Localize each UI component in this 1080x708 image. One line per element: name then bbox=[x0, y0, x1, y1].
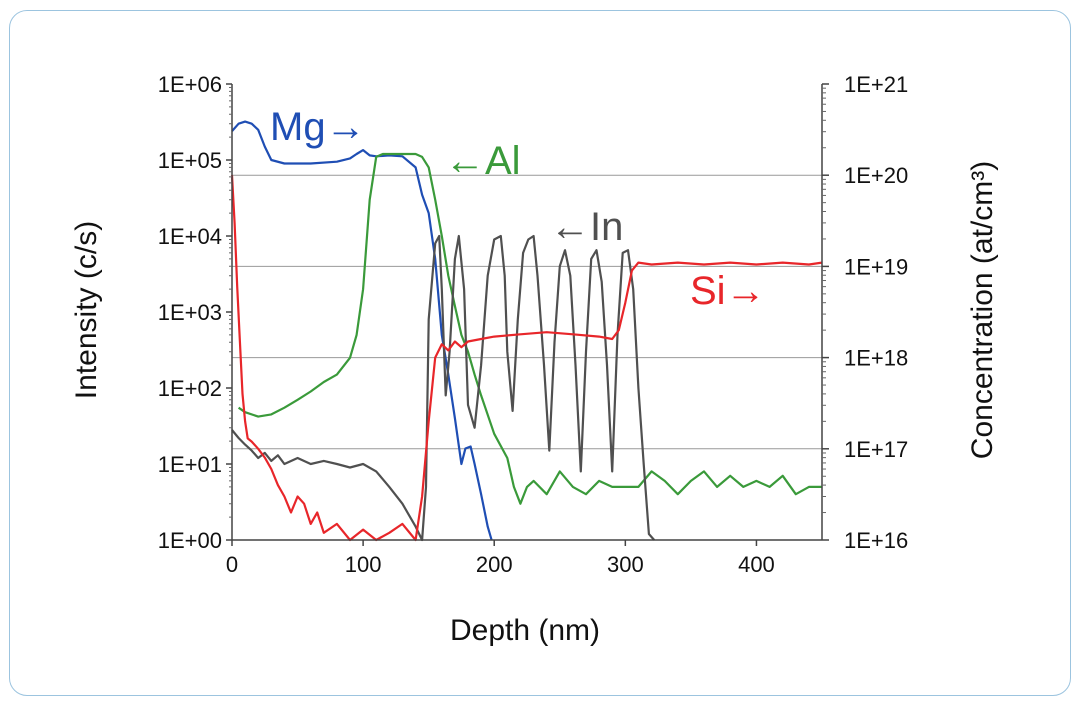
y2-tick-label: 1E+17 bbox=[844, 437, 908, 462]
in-label: ←In bbox=[550, 205, 623, 249]
series-mg-line bbox=[231, 120, 493, 541]
mg-label: Mg→ bbox=[270, 105, 366, 149]
y-tick-label: 1E+01 bbox=[158, 452, 222, 477]
y2-tick-label: 1E+21 bbox=[844, 72, 908, 97]
series-in-line bbox=[231, 234, 656, 542]
gridlines bbox=[232, 174, 822, 450]
x-tick-label: 300 bbox=[607, 552, 644, 577]
y-tick-label: 1E+00 bbox=[158, 528, 222, 553]
x-tick-label: 400 bbox=[738, 552, 775, 577]
y-axis-title: Intensity (c/s) bbox=[70, 221, 103, 399]
y2-axis-title: Concentration (at/cm³) bbox=[966, 161, 999, 459]
series-si-line bbox=[230, 175, 823, 542]
y2-tick-label: 1E+18 bbox=[844, 346, 908, 371]
y-tick-label: 1E+03 bbox=[158, 300, 222, 325]
series-lines bbox=[230, 120, 823, 542]
tick-labels: 1E+00 1E+01 1E+02 1E+03 1E+04 1E+05 1E+06 1E+16… bbox=[158, 72, 908, 577]
y2-tick-label: 1E+20 bbox=[844, 163, 908, 188]
y-tick-label: 1E+06 bbox=[158, 72, 222, 97]
axes bbox=[226, 83, 829, 546]
x-tick-label: 100 bbox=[345, 552, 382, 577]
chart-frame bbox=[9, 10, 1071, 696]
x-tick-label: 0 bbox=[226, 552, 238, 577]
si-label: Si→ bbox=[690, 269, 766, 313]
x-tick-label: 200 bbox=[476, 552, 513, 577]
y-tick-label: 1E+05 bbox=[158, 148, 222, 173]
x-axis-title: Depth (nm) bbox=[450, 614, 600, 647]
series-al-line bbox=[237, 152, 822, 505]
y2-tick-label: 1E+16 bbox=[844, 528, 908, 553]
y2-tick-label: 1E+19 bbox=[844, 254, 908, 279]
al-label: ←Al bbox=[445, 139, 521, 183]
y-tick-label: 1E+04 bbox=[158, 224, 222, 249]
y-tick-label: 1E+02 bbox=[158, 376, 222, 401]
